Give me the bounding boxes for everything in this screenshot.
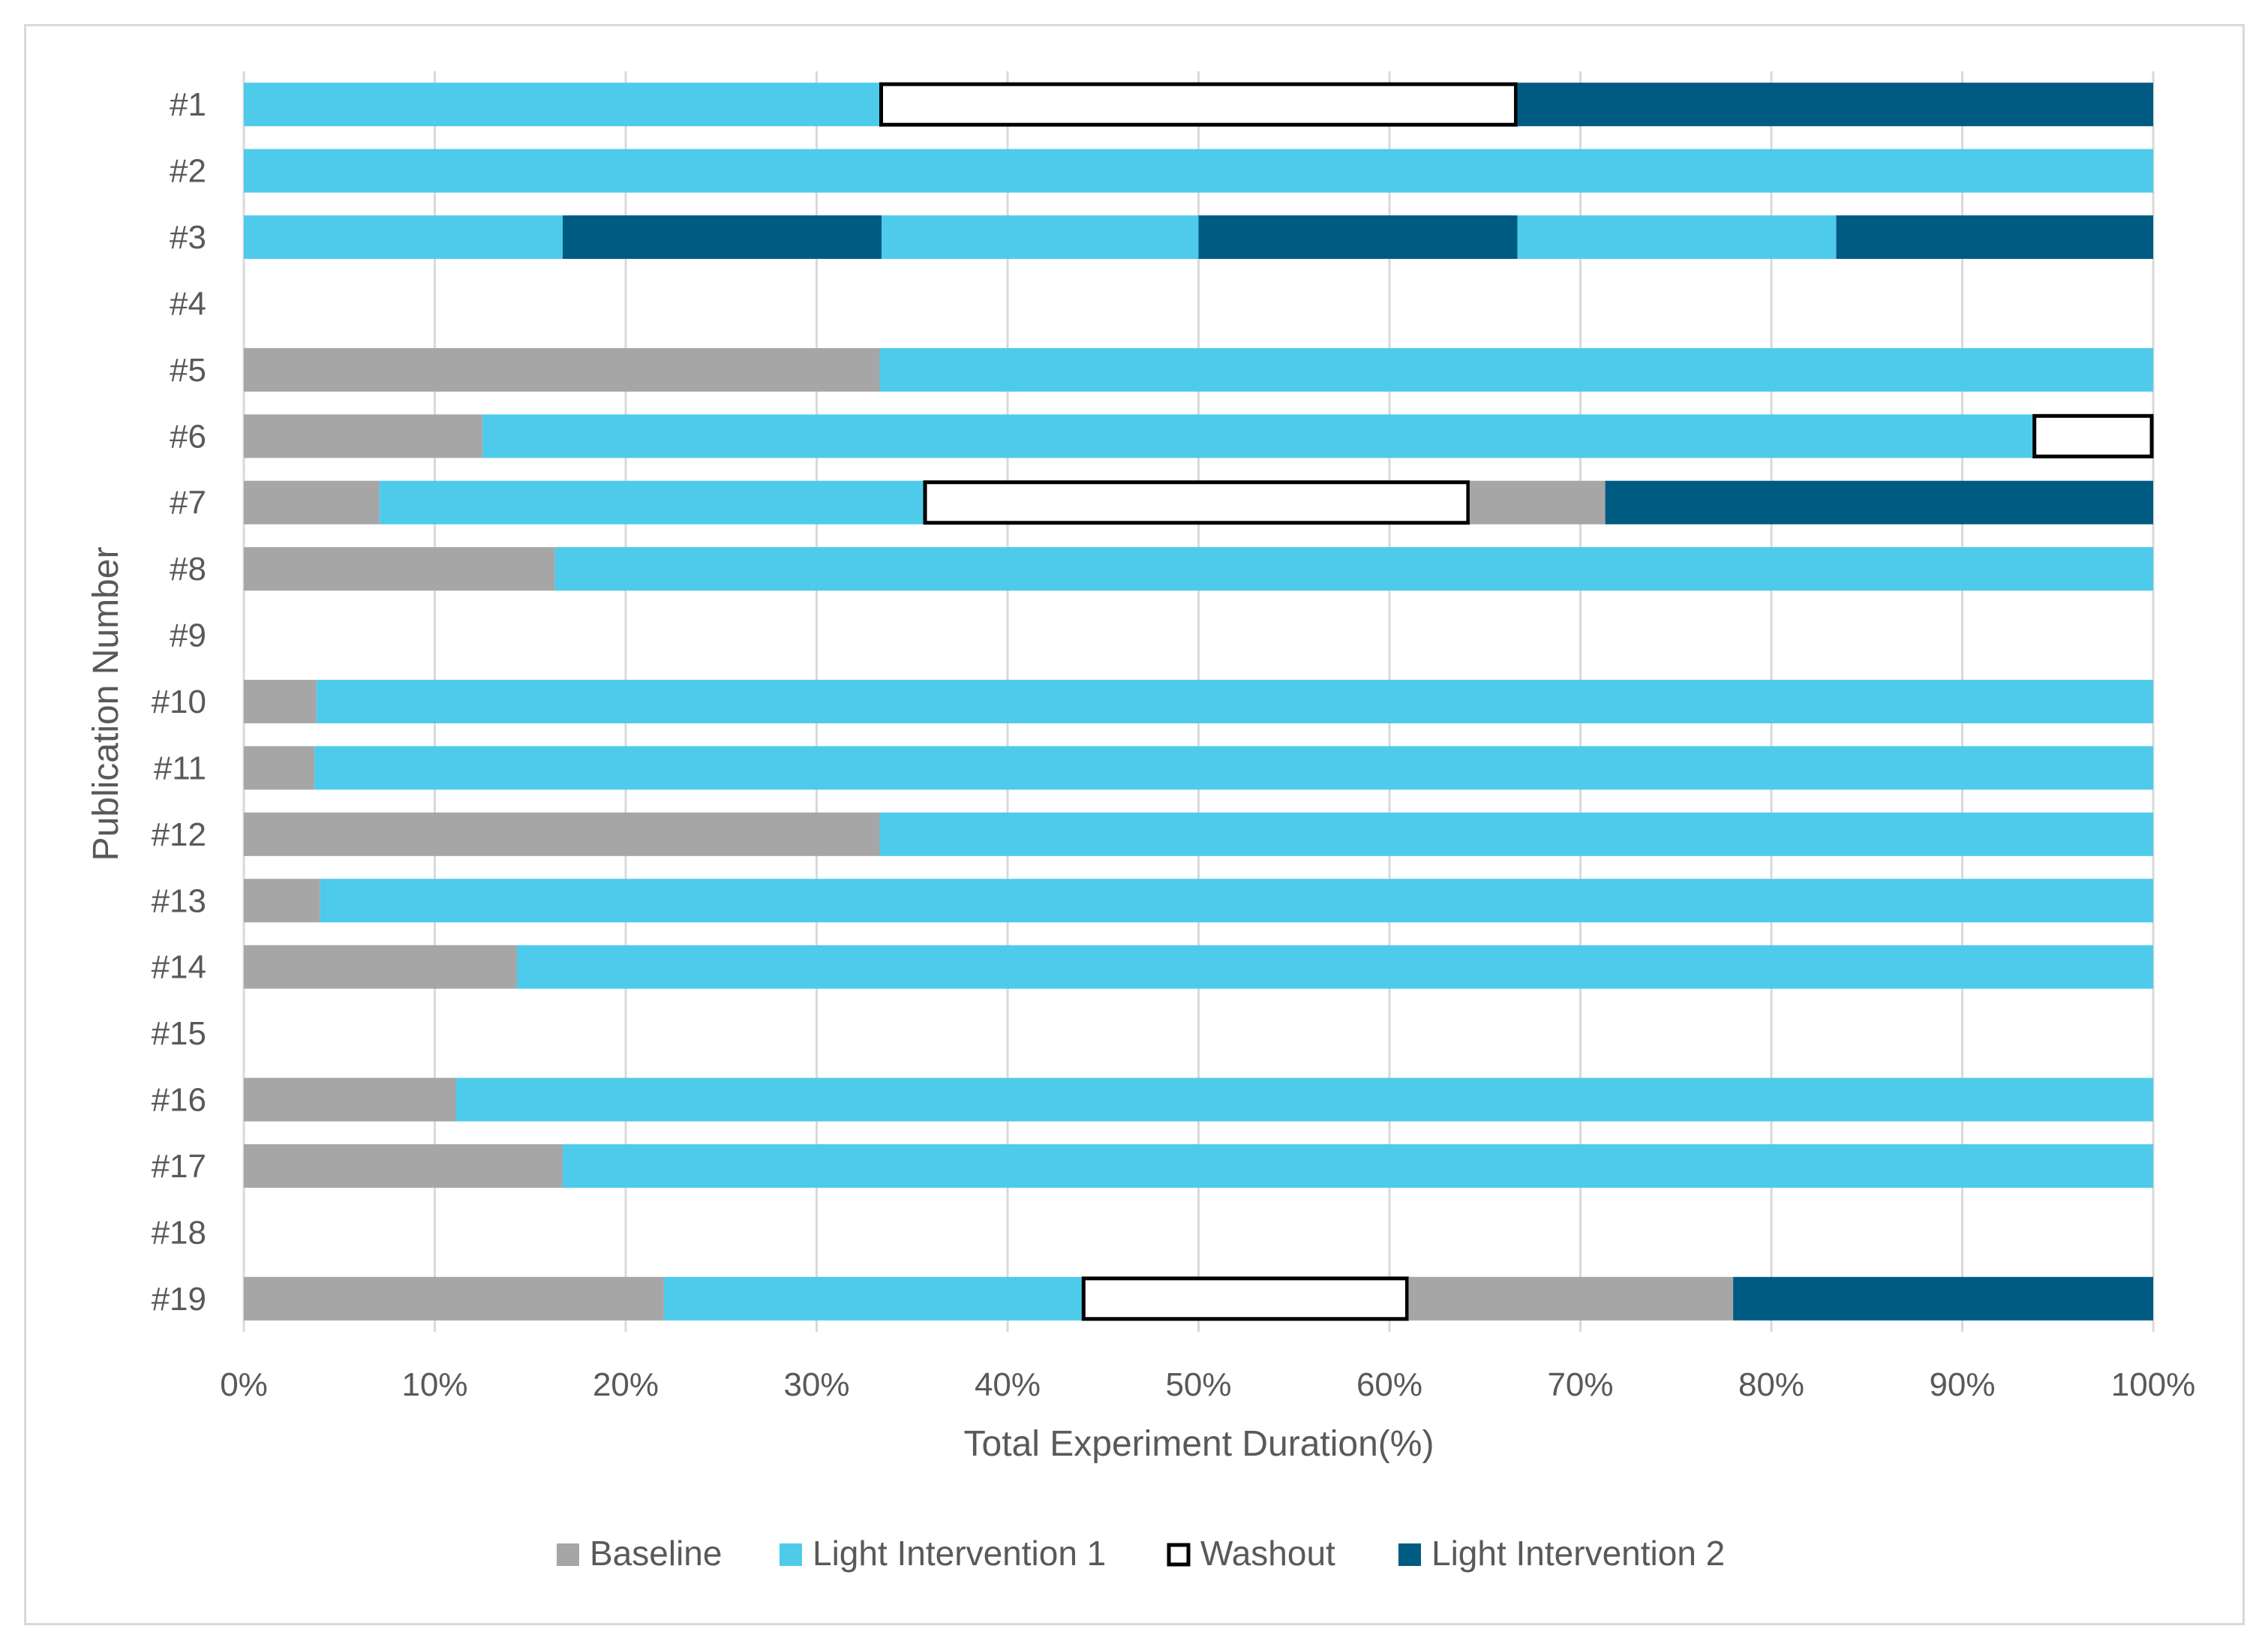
bar-segment-light1 (244, 83, 880, 127)
x-tick-label: 10% (401, 1366, 467, 1403)
x-tick-label: 0% (220, 1366, 268, 1403)
legend-label-baseline: Baseline (590, 1534, 722, 1573)
bar-segment-baseline (244, 480, 380, 524)
bar-segment-light1 (563, 1144, 2153, 1188)
bar-segment-baseline (244, 414, 483, 458)
x-tick-label: 30% (783, 1366, 849, 1403)
y-tick-label: #19 (152, 1281, 206, 1318)
bars (244, 82, 2154, 1321)
y-axis-title: Publication Number (86, 547, 126, 861)
bar-segment-light2 (563, 215, 882, 260)
legend-label-light2: Light Intervention 2 (1431, 1534, 1725, 1573)
legend-label-light1: Light Intervention 1 (813, 1534, 1106, 1573)
legend-label-washout: Washout (1200, 1534, 1335, 1573)
x-tick-label: 50% (1165, 1366, 1231, 1403)
x-tick-label: 70% (1547, 1366, 1613, 1403)
bar-segment-baseline (244, 1276, 664, 1321)
bar-segment-washout (879, 82, 1519, 127)
bar-segment-light2 (1836, 215, 2153, 260)
legend: Baseline Light Intervention 1 Washout Light… (557, 1534, 1725, 1573)
bar-segment-baseline (244, 945, 517, 989)
legend-swatch-light1 (780, 1543, 802, 1566)
x-tick-label: 40% (975, 1366, 1041, 1403)
bar-segment-light2 (1733, 1276, 2153, 1321)
bar-segment-light1 (314, 746, 2153, 790)
x-tick-label: 90% (1929, 1366, 1995, 1403)
bar-segment-light1 (879, 812, 2153, 856)
y-tick-label: #4 (170, 285, 206, 322)
x-tick-labels: 0% 10% 20% 30% 40% 50% 60% 70% 80% 90% 100% (220, 1366, 2195, 1403)
bar-segment-baseline (244, 1077, 456, 1122)
y-tick-label: #3 (170, 219, 206, 256)
bar-segment-light1 (882, 215, 1199, 260)
x-tick-label: 80% (1738, 1366, 1804, 1403)
bar-segment-light1 (455, 1077, 2153, 1122)
y-tick-label: #13 (152, 882, 206, 919)
bar-segment-light2 (1517, 83, 2153, 127)
bar-segment-baseline (1408, 1276, 1734, 1321)
y-tick-label: #17 (152, 1148, 206, 1185)
y-tick-label: #14 (152, 949, 206, 986)
bar-segment-baseline (244, 812, 880, 856)
bar-segment-light1 (244, 149, 2153, 193)
bar-segment-light1 (663, 1276, 1083, 1321)
bar-segment-light1 (516, 945, 2153, 989)
y-tick-label: #18 (152, 1214, 206, 1251)
bar-segment-washout (2032, 413, 2154, 458)
bar-segment-light1 (320, 879, 2153, 923)
bar-segment-baseline (244, 746, 315, 790)
y-tick-label: #1 (170, 86, 206, 123)
y-tick-label: #12 (152, 816, 206, 853)
x-axis-title: Total Experiment Duration(%) (964, 1424, 1434, 1464)
bar-segment-light1 (554, 547, 2154, 591)
y-tick-label: #15 (152, 1015, 206, 1052)
bar-segment-washout (923, 480, 1470, 525)
bar-segment-baseline (244, 347, 880, 392)
bar-segment-baseline (1469, 480, 1606, 524)
bar-segment-baseline (244, 680, 317, 723)
bar-segment-light1 (244, 215, 563, 260)
bar-segment-baseline (244, 879, 320, 923)
y-tick-label: #10 (152, 684, 206, 720)
y-tick-labels: #1 #2 #3 #4 #5 #6 #7 #8 #9 #10 #11 #12 #13 #14 #15 #16 #… (152, 86, 206, 1318)
bar-segment-light1 (1517, 215, 1837, 260)
bar-segment-light1 (482, 414, 2033, 458)
y-tick-label: #2 (170, 153, 206, 190)
bar-segment-light1 (379, 480, 924, 524)
y-tick-label: #7 (170, 485, 206, 521)
y-tick-label: #16 (152, 1082, 206, 1119)
bar-segment-light2 (1605, 480, 2153, 524)
y-tick-label: #9 (170, 618, 206, 654)
bar-segment-baseline (244, 547, 555, 591)
legend-swatch-washout (1167, 1543, 1191, 1567)
y-tick-label: #11 (154, 750, 206, 786)
bar-segment-light1 (879, 347, 2153, 392)
x-tick-label: 60% (1356, 1366, 1422, 1403)
y-tick-label: #6 (170, 418, 206, 455)
y-tick-label: #8 (170, 551, 206, 588)
y-tick-label: #5 (170, 352, 206, 389)
bar-segment-baseline (244, 1144, 563, 1188)
x-tick-label: 20% (593, 1366, 659, 1403)
bar-segment-washout (1081, 1276, 1409, 1321)
bar-segment-light1 (316, 680, 2154, 723)
bar-segment-light2 (1198, 215, 1518, 260)
legend-swatch-baseline (557, 1543, 579, 1566)
x-tick-label: 100% (2111, 1366, 2196, 1403)
legend-swatch-light2 (1398, 1543, 1421, 1566)
